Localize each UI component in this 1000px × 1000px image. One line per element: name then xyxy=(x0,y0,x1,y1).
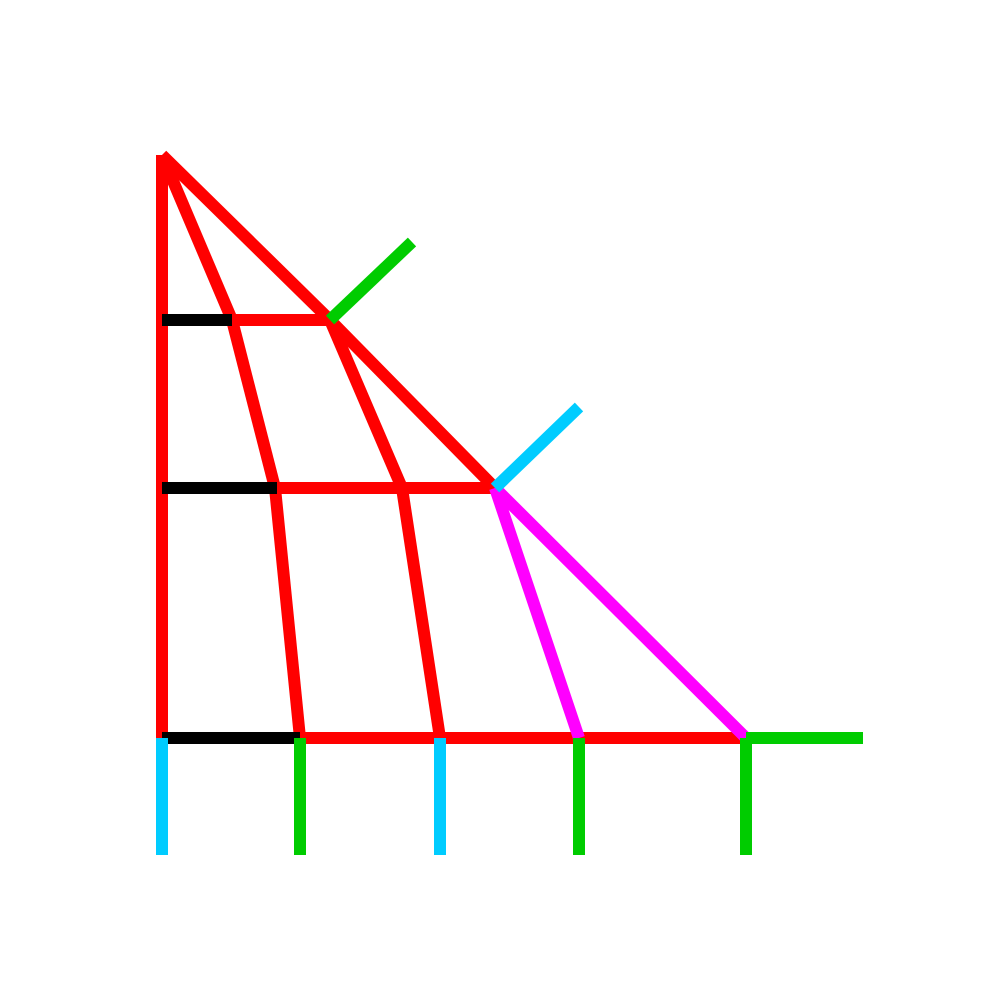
hypotenuse-middle xyxy=(325,315,500,493)
inner-diagonal-1-middle xyxy=(226,318,281,490)
green-branches xyxy=(294,237,863,855)
inner-diagonal-2-middle xyxy=(324,317,408,491)
black-rungs xyxy=(162,314,300,744)
magenta-lines xyxy=(489,483,751,743)
inner-diagonal-1-lower xyxy=(269,487,306,739)
inner-diagonal-2-lower xyxy=(396,487,446,739)
red-frame-lines xyxy=(156,150,746,744)
green-diagonal-stub xyxy=(325,237,417,325)
inner-diagonal-1-upper xyxy=(156,152,238,323)
cyan-branches xyxy=(156,402,584,855)
magenta-inner-diagonal xyxy=(489,486,585,740)
magenta-hypotenuse xyxy=(490,483,751,743)
hypotenuse-upper xyxy=(157,150,335,325)
cyan-diagonal-stub xyxy=(490,402,584,493)
